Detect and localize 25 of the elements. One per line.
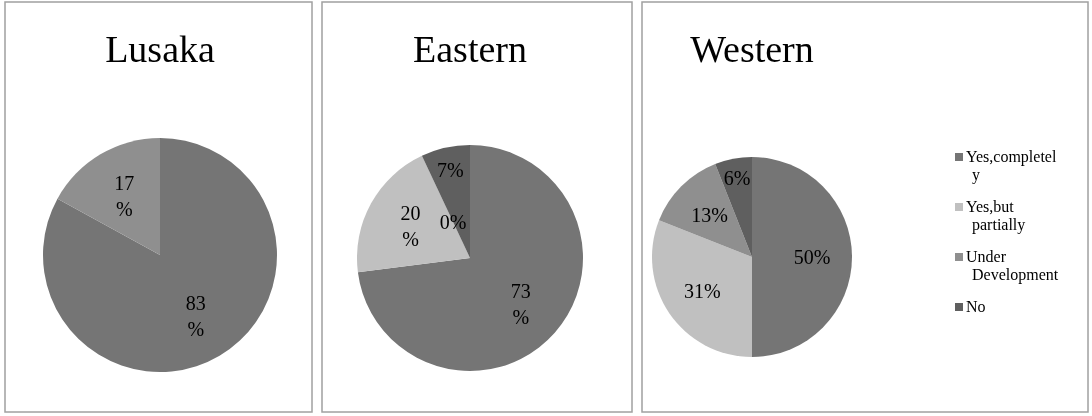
data-label: 50% (793, 246, 831, 268)
data-label: 31% (684, 279, 721, 302)
pie-slice (752, 157, 852, 357)
chart-title: Western (690, 28, 814, 70)
legend-label: Yes,completely (966, 148, 1057, 184)
pie-slice (57, 138, 160, 255)
pie-slice (652, 220, 752, 357)
legend-label: Under Development (966, 248, 1059, 284)
pie-slice (43, 138, 277, 372)
data-label: 6% (723, 167, 751, 190)
text: 0% (439, 211, 467, 234)
legend-label: Yes,but partially (966, 198, 1026, 234)
pie-slice (421, 145, 470, 258)
pie-slice (357, 155, 470, 273)
chart-title: Eastern (413, 28, 527, 70)
data-label: 73% (510, 279, 531, 328)
pie-slice (357, 145, 583, 371)
data-label: 83% (185, 292, 206, 341)
data-label: 20% (400, 202, 421, 251)
legend-label: No (966, 298, 986, 315)
data-label: 17% (114, 171, 135, 220)
data-label: 13% (691, 203, 728, 226)
chart-title: Lusaka (105, 28, 215, 70)
pie-slice (659, 164, 752, 257)
data-label: 7% (436, 158, 464, 181)
